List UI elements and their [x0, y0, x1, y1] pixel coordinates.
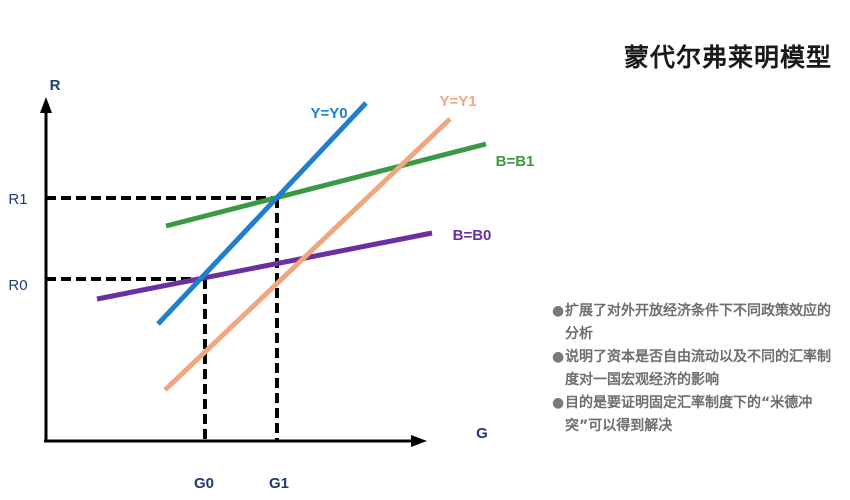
x-axis-label: G [476, 425, 488, 442]
curve-b1-label: B=B1 [496, 153, 535, 170]
curve-y1 [163, 117, 452, 392]
curve-y0 [156, 101, 368, 326]
bullet-item: ● 目的是要证明固定汇率制度下的“米德冲突”可以得到解决 [552, 392, 842, 438]
bullet-list: ● 扩展了对外开放经济条件下不同政策效应的分析 ● 说明了资本是否自由流动以及不… [552, 300, 842, 438]
curve-b0 [96, 230, 433, 302]
x-axis-arrow-icon [411, 435, 427, 447]
curve-y1-label: Y=Y1 [439, 93, 476, 110]
r0-label: R0 [8, 277, 27, 294]
bullet-item: ● 扩展了对外开放经济条件下不同政策效应的分析 [552, 300, 842, 346]
curve-y0-label: Y=Y0 [310, 105, 347, 122]
bullet-dot-icon: ● [552, 349, 565, 365]
g1-label: G1 [269, 475, 289, 492]
bullet-dot-icon: ● [552, 395, 565, 411]
y-axis-arrow-icon [40, 97, 52, 113]
curve-b1 [165, 141, 487, 229]
bullet-text: 目的是要证明固定汇率制度下的“米德冲突”可以得到解决 [565, 395, 813, 434]
bullet-item: ● 说明了资本是否自由流动以及不同的汇率制度对一国宏观经济的影响 [552, 346, 842, 392]
page-title: 蒙代尔弗莱明模型 [623, 43, 832, 72]
bullet-text: 说明了资本是否自由流动以及不同的汇率制度对一国宏观经济的影响 [565, 349, 831, 388]
r1-label: R1 [8, 191, 27, 208]
y-axis-label: R [50, 77, 61, 94]
g0-label: G0 [194, 475, 214, 492]
curve-b0-label: B=B0 [453, 227, 492, 244]
bullet-text: 扩展了对外开放经济条件下不同政策效应的分析 [565, 303, 831, 342]
bullet-dot-icon: ● [552, 303, 565, 319]
